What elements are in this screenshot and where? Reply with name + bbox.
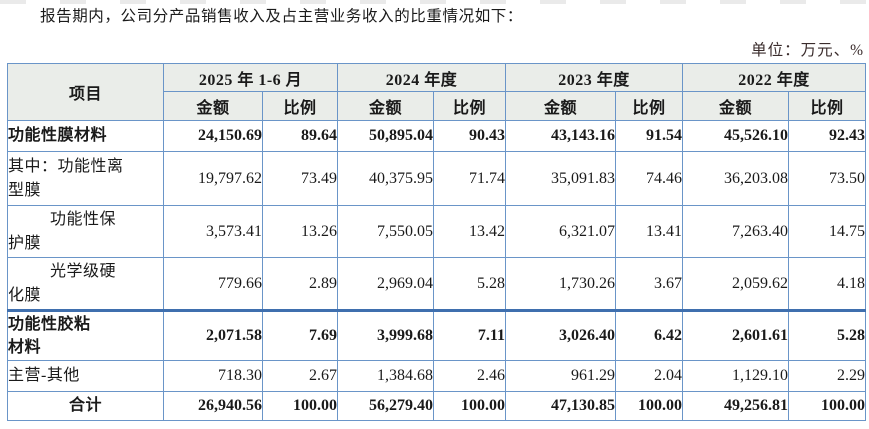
ratio-cell: 13.41 bbox=[615, 205, 684, 258]
revenue-breakdown-table: 项目 2025 年 1-6 月 2024 年度 2023 年度 2022 年度 … bbox=[7, 63, 867, 421]
subheader-ratio-2022: 比例 bbox=[788, 91, 867, 121]
unit-note: 单位：万元、% bbox=[751, 42, 864, 59]
table-row-functional-film: 功能性膜材料 24,150.69 89.64 50,895.04 90.43 4… bbox=[7, 120, 867, 152]
subheader-ratio-2024: 比例 bbox=[432, 91, 507, 121]
ratio-cell: 89.64 bbox=[262, 120, 338, 152]
amount-cell: 43,143.16 bbox=[505, 120, 617, 152]
amount-cell: 6,321.07 bbox=[505, 205, 617, 258]
subheader-amount-2023: 金额 bbox=[505, 91, 617, 121]
amount-cell: 56,279.40 bbox=[337, 391, 434, 421]
amount-cell: 3,026.40 bbox=[505, 309, 617, 361]
row-label: 功能性保 护膜 bbox=[7, 205, 164, 258]
ratio-cell: 91.54 bbox=[615, 120, 684, 152]
amount-cell: 19,797.62 bbox=[163, 151, 263, 206]
subheader-amount-2022: 金额 bbox=[682, 91, 790, 121]
period-header-2025h1: 2025 年 1-6 月 bbox=[163, 63, 338, 92]
subheader-ratio-2025h1: 比例 bbox=[262, 91, 338, 121]
table-row-release-film: 其中：功能性离 型膜 19,797.62 73.49 40,375.95 71.… bbox=[7, 151, 867, 206]
amount-cell: 40,375.95 bbox=[337, 151, 434, 206]
ratio-cell: 2.67 bbox=[262, 360, 338, 392]
ratio-cell: 2.89 bbox=[262, 257, 338, 311]
header-row-subcolumns: 金额 比例 金额 比例 金额 比例 金额 比例 bbox=[8, 91, 867, 121]
intro-text: 报告期内，公司分产品销售收入及占主营业务收入的比重情况如下： bbox=[40, 8, 524, 25]
ratio-cell: 73.50 bbox=[788, 151, 867, 206]
table-row-adhesive-materials: 功能性胶粘 材料 2,071.58 7.69 3,999.68 7.11 3,0… bbox=[7, 309, 867, 361]
amount-cell: 779.66 bbox=[163, 257, 263, 311]
amount-cell: 1,384.68 bbox=[337, 360, 434, 392]
amount-cell: 718.30 bbox=[163, 360, 263, 392]
ratio-cell: 2.29 bbox=[788, 360, 867, 392]
subheader-ratio-2023: 比例 bbox=[615, 91, 684, 121]
ratio-cell: 6.42 bbox=[615, 309, 684, 361]
amount-cell: 3,573.41 bbox=[163, 205, 263, 258]
ratio-cell: 73.49 bbox=[262, 151, 338, 206]
ratio-cell: 7.11 bbox=[432, 309, 507, 361]
amount-cell: 7,263.40 bbox=[682, 205, 790, 258]
amount-cell: 7,550.05 bbox=[337, 205, 434, 258]
ratio-cell: 13.26 bbox=[262, 205, 338, 258]
row-label: 其中：功能性离 型膜 bbox=[7, 151, 164, 206]
ratio-cell: 3.67 bbox=[615, 257, 684, 311]
table-row-total: 合计 26,940.56 100.00 56,279.40 100.00 47,… bbox=[7, 391, 867, 421]
ratio-cell: 100.00 bbox=[432, 391, 507, 421]
ratio-cell: 90.43 bbox=[432, 120, 507, 152]
row-label: 功能性膜材料 bbox=[7, 120, 164, 152]
subheader-amount-2024: 金额 bbox=[337, 91, 434, 121]
amount-cell: 26,940.56 bbox=[163, 391, 263, 421]
ratio-cell: 5.28 bbox=[432, 257, 507, 311]
table-row-protective-film: 功能性保 护膜 3,573.41 13.26 7,550.05 13.42 6,… bbox=[7, 205, 867, 258]
row-label: 主营-其他 bbox=[7, 360, 164, 392]
ratio-cell: 100.00 bbox=[262, 391, 338, 421]
ratio-cell: 92.43 bbox=[788, 120, 867, 152]
period-header-2024: 2024 年度 bbox=[336, 63, 507, 92]
ratio-cell: 71.74 bbox=[432, 151, 507, 206]
amount-cell: 50,895.04 bbox=[337, 120, 434, 152]
amount-cell: 24,150.69 bbox=[163, 120, 263, 152]
row-label: 合计 bbox=[7, 391, 164, 421]
table-row-main-other: 主营-其他 718.30 2.67 1,384.68 2.46 961.29 2… bbox=[7, 360, 867, 392]
amount-cell: 36,203.08 bbox=[682, 151, 790, 206]
amount-cell: 2,059.62 bbox=[682, 257, 790, 311]
header-row-periods: 项目 2025 年 1-6 月 2024 年度 2023 年度 2022 年度 bbox=[7, 63, 867, 121]
amount-cell: 2,601.61 bbox=[682, 309, 790, 361]
column-header-item: 项目 bbox=[7, 63, 164, 121]
ratio-cell: 7.69 bbox=[262, 309, 338, 361]
subheader-amount-2025h1: 金额 bbox=[163, 91, 263, 121]
table-row-hardened-film: 光学级硬 化膜 779.66 2.89 2,969.04 5.28 1,730.… bbox=[7, 257, 867, 311]
period-header-2022: 2022 年度 bbox=[682, 63, 867, 92]
scan-artifact bbox=[0, 0, 869, 4]
ratio-cell: 13.42 bbox=[432, 205, 507, 258]
ratio-cell: 74.46 bbox=[615, 151, 684, 206]
ratio-cell: 14.75 bbox=[788, 205, 867, 258]
amount-cell: 47,130.85 bbox=[505, 391, 617, 421]
ratio-cell: 2.46 bbox=[432, 360, 507, 392]
ratio-cell: 2.04 bbox=[615, 360, 684, 392]
ratio-cell: 100.00 bbox=[788, 391, 867, 421]
amount-cell: 49,256.81 bbox=[682, 391, 790, 421]
ratio-cell: 100.00 bbox=[615, 391, 684, 421]
ratio-cell: 4.18 bbox=[788, 257, 867, 311]
row-label: 光学级硬 化膜 bbox=[7, 257, 164, 311]
amount-cell: 45,526.10 bbox=[682, 120, 790, 152]
row-label: 功能性胶粘 材料 bbox=[7, 309, 164, 361]
amount-cell: 2,969.04 bbox=[337, 257, 434, 311]
amount-cell: 3,999.68 bbox=[337, 309, 434, 361]
period-header-2023: 2023 年度 bbox=[505, 63, 684, 92]
amount-cell: 1,730.26 bbox=[505, 257, 617, 311]
amount-cell: 2,071.58 bbox=[163, 309, 263, 361]
amount-cell: 1,129.10 bbox=[682, 360, 790, 392]
amount-cell: 35,091.83 bbox=[505, 151, 617, 206]
ratio-cell: 5.28 bbox=[788, 309, 867, 361]
amount-cell: 961.29 bbox=[505, 360, 617, 392]
